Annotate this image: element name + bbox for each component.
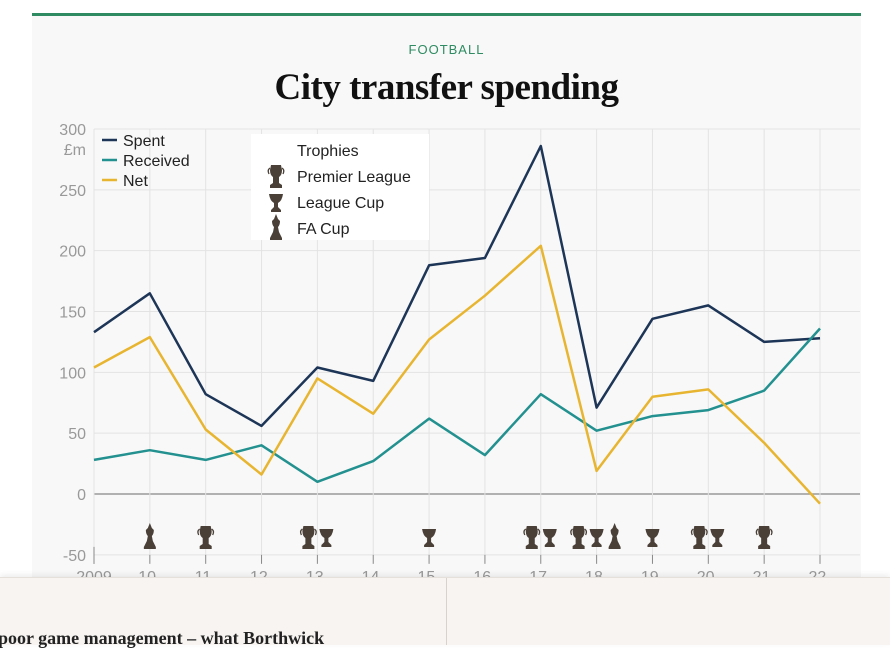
trophy-shape (758, 526, 770, 549)
trophy-shape (319, 529, 333, 547)
y-tick-label: 100 (59, 365, 86, 382)
premier-league-trophy-icon (524, 526, 540, 549)
legend-label: Spent (123, 133, 165, 150)
trophy-shape (710, 529, 724, 547)
trophy-shape (526, 526, 538, 549)
trophy-shape (590, 529, 604, 547)
y-tick-label: 300 (59, 122, 86, 139)
divider (446, 578, 447, 645)
league-cup-trophy-icon (710, 529, 724, 547)
league-cup-trophy-icon (543, 529, 557, 547)
trophy-legend-label: Premier League (297, 169, 411, 186)
trophy-shape (543, 529, 557, 547)
trophy-shape (144, 523, 156, 549)
premier-league-trophy-icon (571, 526, 587, 549)
y-tick-label: 250 (59, 183, 86, 200)
teaser-link[interactable]: poor game management – what Borthwick (0, 628, 324, 649)
premier-league-trophy-icon (301, 526, 317, 549)
y-tick-label: 150 (59, 305, 86, 322)
legend-label: Received (123, 153, 190, 170)
trophy-shape (200, 526, 212, 549)
trophy-shape (573, 526, 585, 549)
y-tick-label: 0 (77, 487, 86, 504)
trophy-shape (609, 523, 621, 549)
y-tick-label: 200 (59, 244, 86, 261)
trophy-shape (422, 529, 436, 547)
trophy-legend-label: League Cup (297, 195, 384, 212)
trophy-shape (302, 526, 314, 549)
league-cup-trophy-icon (422, 529, 436, 547)
trophy-legend-title: Trophies (297, 143, 359, 160)
league-cup-trophy-icon (319, 529, 333, 547)
trophy-shape (693, 526, 705, 549)
article-teaser-bar: poor game management – what Borthwick (0, 577, 890, 645)
fa-cup-trophy-icon (144, 523, 156, 549)
trophy-legend-label: FA Cup (297, 221, 350, 238)
premier-league-trophy-icon (692, 526, 708, 549)
y-axis-unit: £m (64, 142, 86, 159)
trophy-shape (645, 529, 659, 547)
league-cup-trophy-icon (645, 529, 659, 547)
series-line-spent (94, 146, 820, 426)
y-tick-label: 50 (68, 426, 86, 443)
series-line-received (94, 329, 820, 482)
league-cup-trophy-icon (590, 529, 604, 547)
premier-league-trophy-icon (198, 526, 214, 549)
y-tick-label: -50 (63, 548, 86, 565)
fa-cup-trophy-icon (609, 523, 621, 549)
premier-league-trophy-icon (756, 526, 772, 549)
legend-label: Net (123, 173, 148, 190)
series-line-net (94, 246, 820, 504)
